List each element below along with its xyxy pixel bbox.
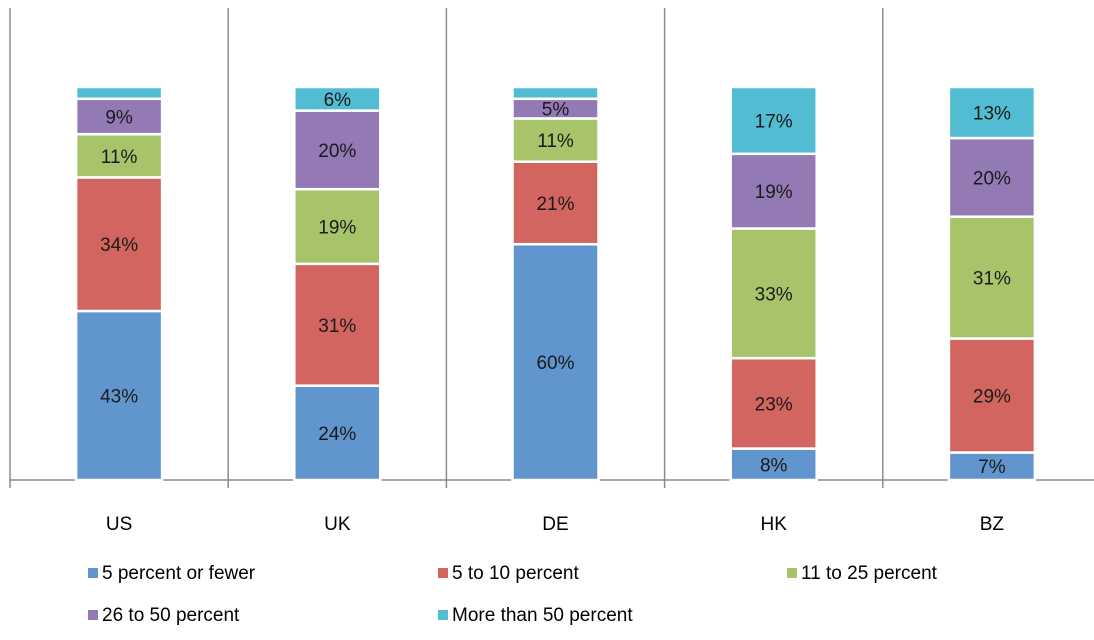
data-label-uk-2: 19%: [318, 218, 356, 239]
data-label-bz-2: 31%: [973, 269, 1011, 290]
bar-segment-us-0: [74, 309, 164, 482]
data-label-hk-4: 17%: [755, 111, 793, 132]
bar-segment-bz-2: [947, 215, 1037, 340]
data-label-hk-0: 8%: [760, 455, 788, 476]
bar-segment-hk-1: [729, 356, 818, 450]
bar-segment-hk-3: [729, 152, 818, 230]
bar-segment-de-0: [511, 242, 600, 482]
data-label-uk-1: 31%: [318, 316, 356, 337]
data-label-de-3: 5%: [542, 100, 570, 121]
data-label-us-1: 34%: [100, 235, 138, 256]
x-tick-label-bz: BZ: [980, 514, 1005, 535]
x-tick-label-uk: UK: [324, 514, 351, 535]
data-label-bz-1: 29%: [973, 387, 1011, 408]
legend-swatch-4: [438, 610, 448, 620]
bar-segment-uk-1: [293, 262, 382, 387]
legend-swatch-1: [438, 568, 448, 578]
legend-entry-3: 26 to 50 percent: [102, 605, 240, 626]
x-tick-label-hk: HK: [760, 514, 787, 535]
legend-swatch-3: [88, 610, 98, 620]
bar-segment-bz-1: [947, 337, 1037, 454]
data-label-de-0: 60%: [536, 353, 574, 374]
bar-segment-hk-2: [729, 227, 818, 360]
data-label-uk-0: 24%: [318, 424, 356, 445]
data-label-de-1: 21%: [536, 194, 574, 215]
bar-segment-uk-4: [293, 85, 382, 112]
data-label-uk-3: 20%: [318, 141, 356, 162]
bar-segment-us-1: [74, 176, 164, 313]
legend-entry-4: More than 50 percent: [452, 605, 633, 626]
x-tick-label-us: US: [106, 514, 132, 535]
legend-entry-0: 5 percent or fewer: [102, 563, 256, 584]
bar-segment-uk-0: [293, 384, 382, 482]
bar-segment-us-4: [74, 85, 164, 101]
data-label-bz-3: 20%: [973, 168, 1011, 189]
bar-segment-us-2: [74, 132, 164, 179]
bar-segment-bz-0: [947, 451, 1037, 482]
bar-segment-hk-4: [729, 85, 818, 156]
data-label-us-2: 11%: [101, 147, 138, 168]
data-label-uk-4: 6%: [324, 90, 352, 111]
data-label-hk-3: 19%: [755, 182, 793, 203]
bar-segment-uk-2: [293, 187, 382, 266]
bar-segment-de-4: [511, 85, 600, 101]
data-label-hk-1: 23%: [755, 394, 793, 415]
x-tick-label-de: DE: [542, 514, 568, 535]
legend-swatch-2: [787, 568, 797, 578]
legend-entry-1: 5 to 10 percent: [452, 563, 579, 584]
legend-swatch-0: [88, 568, 98, 578]
bar-segment-de-1: [511, 160, 600, 246]
data-label-us-0: 43%: [100, 387, 138, 408]
bar-segment-uk-3: [293, 109, 382, 191]
legend-entry-2: 11 to 25 percent: [801, 563, 938, 584]
data-label-de-2: 11%: [537, 131, 574, 152]
data-label-bz-0: 7%: [978, 457, 1006, 478]
data-label-bz-4: 13%: [973, 104, 1011, 125]
bar-segment-bz-4: [947, 85, 1037, 140]
bar-segment-hk-0: [729, 447, 818, 482]
data-label-us-3: 9%: [105, 107, 133, 128]
data-label-hk-2: 33%: [755, 284, 793, 305]
